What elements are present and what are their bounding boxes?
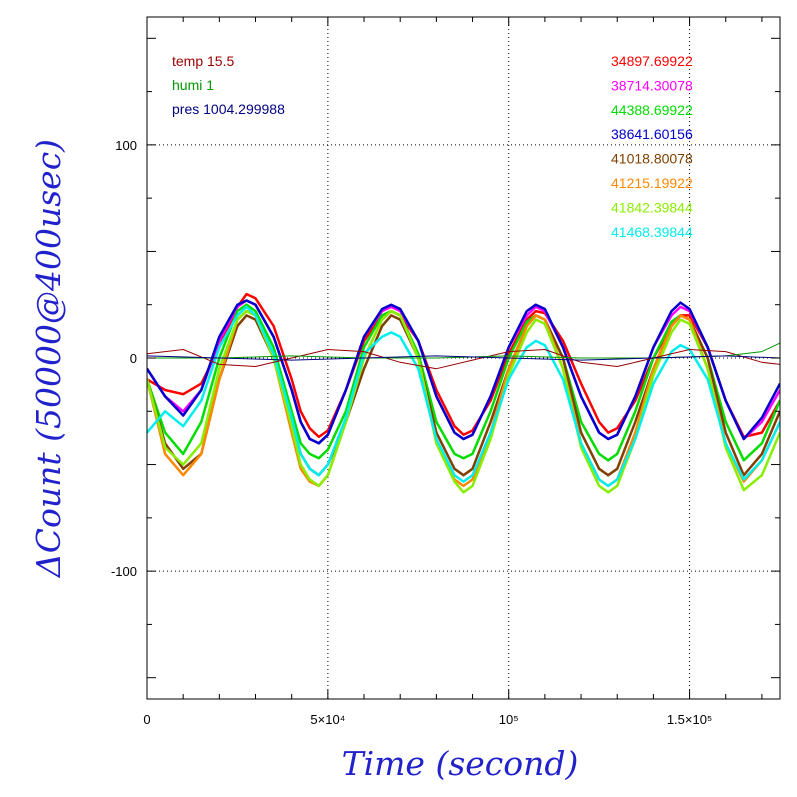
series-line bbox=[147, 309, 780, 494]
series-group bbox=[147, 292, 780, 494]
grid-lines bbox=[147, 17, 780, 699]
x-tick-label: 10⁵ bbox=[499, 712, 519, 727]
series-legend-entry: 38641.60156 bbox=[611, 126, 693, 142]
series-legend-entry: 34897.69922 bbox=[611, 53, 693, 69]
x-tick-label: 1.5×10⁵ bbox=[667, 712, 713, 727]
env-legend-entry: humi 1 bbox=[172, 77, 214, 93]
x-tick-label: 0 bbox=[143, 712, 150, 727]
series-line bbox=[147, 314, 780, 477]
series-line bbox=[147, 309, 780, 488]
x-axis-title: Time (second) bbox=[342, 744, 579, 783]
series-legend-entry: 38714.30078 bbox=[611, 77, 693, 93]
y-tick-label: 100 bbox=[115, 138, 137, 153]
env-legend-entry: temp 15.5 bbox=[172, 53, 234, 69]
series-line bbox=[147, 355, 780, 361]
series-legend-entry: 41215.19922 bbox=[611, 175, 693, 191]
series-lines bbox=[147, 292, 780, 494]
tick-marks bbox=[146, 17, 780, 699]
series-line bbox=[147, 299, 780, 445]
x-tick-label: 5×10⁴ bbox=[310, 712, 345, 727]
tick-labels: 0 5×10⁴ 10⁵ 1.5×10⁵ 100 0 -100 bbox=[111, 138, 712, 727]
series-legend-entry: 44388.69922 bbox=[611, 102, 693, 118]
series-line bbox=[147, 305, 780, 488]
y-axis-title: ΔCount (50000@400usec) bbox=[29, 139, 68, 579]
env-legend-entry: pres 1004.299988 bbox=[172, 101, 285, 117]
y-tick-label: 0 bbox=[130, 351, 137, 366]
series-legend-entry: 41468.39844 bbox=[611, 224, 693, 240]
series-line bbox=[147, 342, 780, 359]
y-tick-label: -100 bbox=[111, 564, 137, 579]
series-line bbox=[147, 303, 780, 462]
legend: temp 15.5 humi 1 pres 1004.299988 34897.699… bbox=[172, 53, 693, 240]
series-line bbox=[147, 349, 780, 370]
series-legend-entry: 41018.80078 bbox=[611, 151, 693, 167]
series-legend-entry: 41842.39844 bbox=[611, 199, 693, 215]
